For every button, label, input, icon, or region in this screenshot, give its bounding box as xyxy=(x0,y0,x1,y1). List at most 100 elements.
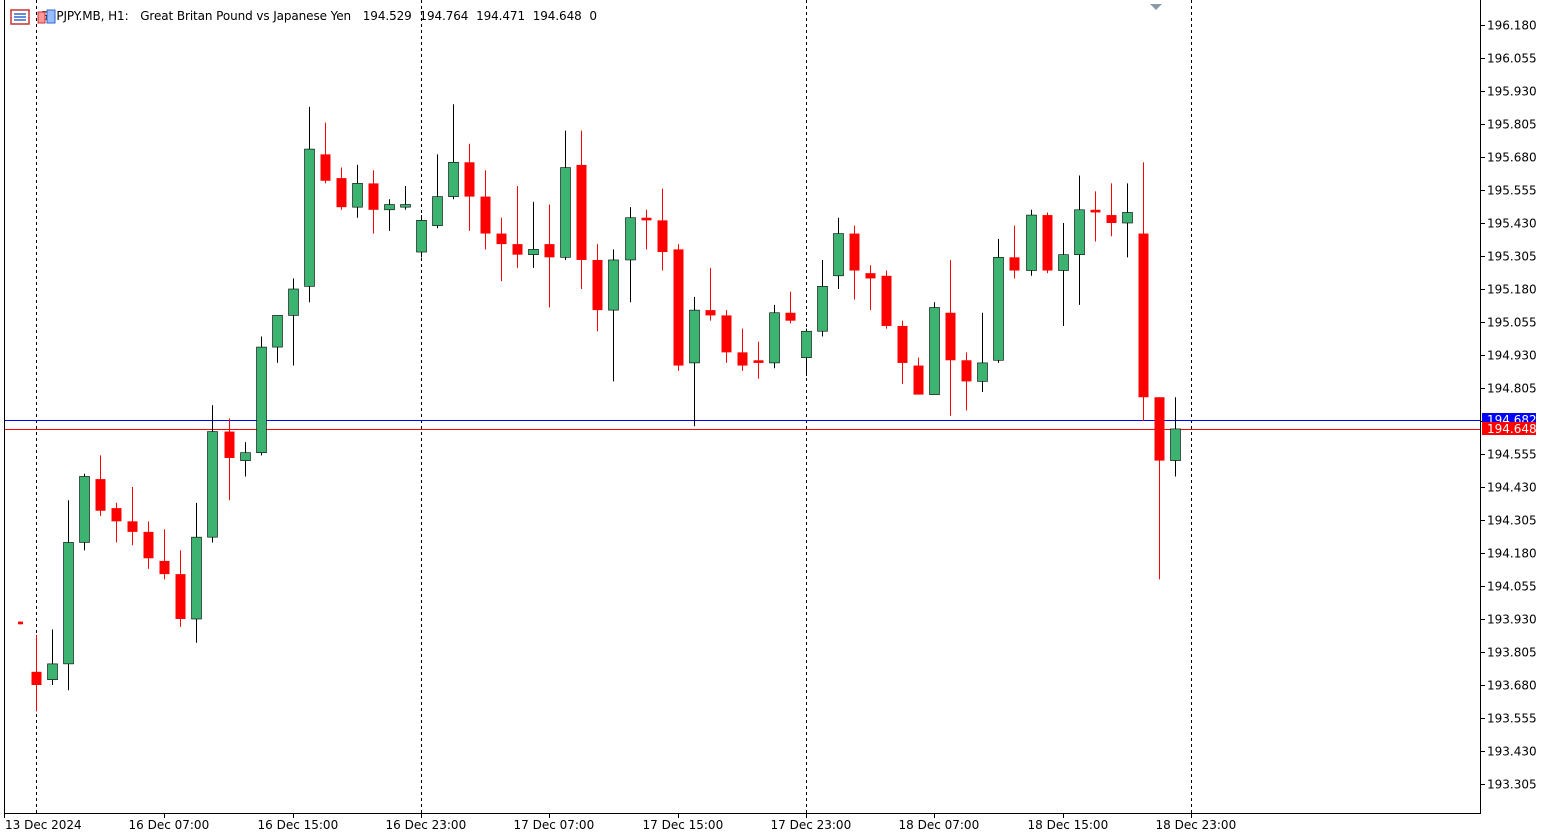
candle-body-bear xyxy=(881,275,892,326)
candle xyxy=(79,473,90,551)
candle xyxy=(817,259,828,337)
price-tick-label: 193.930 xyxy=(1487,613,1537,627)
candle xyxy=(448,104,459,200)
candle xyxy=(304,106,315,303)
candle-body-bull xyxy=(977,362,988,382)
candle xyxy=(1074,175,1085,305)
candle-body-bull xyxy=(608,259,619,311)
candle xyxy=(560,130,571,260)
candle-body-bull xyxy=(79,476,90,543)
candle-body-bear xyxy=(512,244,523,255)
candle-body-bear xyxy=(31,671,42,685)
candle xyxy=(945,259,956,416)
candle xyxy=(961,352,972,411)
candle xyxy=(320,122,331,184)
candle-body-bear xyxy=(127,521,138,532)
candle xyxy=(592,244,603,332)
symbol-label: GBPJPY.MB, H1: xyxy=(39,9,129,23)
time-tick-label: 17 Dec 15:00 xyxy=(643,818,724,832)
candle xyxy=(432,154,443,229)
candle xyxy=(191,502,202,643)
price-tick-label: 196.180 xyxy=(1487,19,1537,33)
candle xyxy=(849,225,860,300)
candle-body-bear xyxy=(897,325,908,363)
candle-body-bull xyxy=(352,183,363,208)
price-scale[interactable]: 196.180 196.055 195.930 195.805 195.680 195.5… xyxy=(1481,19,1537,792)
time-tick-label: 16 Dec 07:00 xyxy=(129,818,210,832)
candle-body-bull xyxy=(929,307,940,395)
candle xyxy=(528,201,539,268)
candle-body-bear xyxy=(143,531,154,559)
candle xyxy=(480,170,491,250)
price-tick-label: 193.805 xyxy=(1487,646,1537,660)
price-tick-label: 195.555 xyxy=(1487,184,1537,198)
time-tick-label: 18 Dec 23:00 xyxy=(1156,818,1237,832)
candle xyxy=(400,186,411,210)
price-tick-label: 195.055 xyxy=(1487,316,1537,330)
chart-menu-icon[interactable] xyxy=(10,9,30,25)
candle xyxy=(753,341,764,379)
candle xyxy=(993,238,1004,363)
time-tick-label: 17 Dec 23:00 xyxy=(771,818,852,832)
candle xyxy=(881,270,892,329)
candle xyxy=(256,336,267,456)
candle-body-bull xyxy=(448,161,459,197)
time-scale[interactable]: 13 Dec 2024 16 Dec 07:00 16 Dec 15:00 16 De… xyxy=(4,813,1237,832)
chart-header: GBPJPY.MB, H1: Great Britan Pound vs Jap… xyxy=(39,9,601,23)
candle-body-bull xyxy=(272,315,283,348)
candle xyxy=(689,296,700,427)
candle-body-bull xyxy=(256,346,267,453)
candle xyxy=(1122,183,1133,258)
candle xyxy=(272,315,283,363)
candle xyxy=(175,550,186,627)
candle-body-bear xyxy=(785,312,796,321)
price-tick-label: 194.555 xyxy=(1487,448,1537,462)
shift-marker-icon[interactable] xyxy=(1150,4,1162,10)
candle xyxy=(608,249,619,382)
candle-body-bear xyxy=(753,360,764,363)
candle-body-bear xyxy=(737,352,748,366)
open-value: 194.529 xyxy=(362,9,412,23)
time-tick-label: 16 Dec 15:00 xyxy=(258,818,339,832)
candle xyxy=(705,267,716,321)
candle xyxy=(240,442,251,477)
candle xyxy=(785,291,796,324)
candle-body-bear xyxy=(1138,233,1149,398)
candle xyxy=(512,186,523,268)
candle-body-bear xyxy=(159,560,170,575)
candle-body-bear xyxy=(224,431,235,458)
candle xyxy=(368,170,379,234)
candle-body-bear xyxy=(705,310,716,316)
candle xyxy=(625,207,636,303)
candle-body-bear xyxy=(1154,397,1165,461)
candle-body-bull xyxy=(560,167,571,258)
candle-body-bull xyxy=(1074,209,1085,255)
candle xyxy=(1106,183,1117,237)
candle xyxy=(721,310,732,363)
candle xyxy=(544,204,555,308)
candle-body-bear xyxy=(480,196,491,234)
indicator-icon[interactable] xyxy=(37,9,57,25)
volume-value: 0 xyxy=(589,9,597,23)
candle-body-bear xyxy=(576,164,587,260)
time-tick-label: 16 Dec 23:00 xyxy=(386,818,467,832)
candle-body-bull xyxy=(689,309,700,364)
time-tick-label: 13 Dec 2024 xyxy=(5,818,82,832)
candle-body-bear xyxy=(18,621,23,625)
candle-body-bear xyxy=(961,360,972,382)
candle-body-bull xyxy=(817,286,828,332)
candle-body-bear xyxy=(592,259,603,311)
price-tick-label: 195.430 xyxy=(1487,217,1537,231)
candle xyxy=(416,215,427,258)
time-tick-label: 18 Dec 07:00 xyxy=(899,818,980,832)
candle-body-bear xyxy=(865,273,876,279)
candle xyxy=(769,304,780,369)
price-tick-label: 194.430 xyxy=(1487,481,1537,495)
candle xyxy=(31,634,42,712)
candle-body-bear xyxy=(95,479,106,511)
candle-body-bull xyxy=(304,148,315,287)
price-tick-label: 195.930 xyxy=(1487,85,1537,99)
candle-body-bull xyxy=(1058,254,1069,271)
